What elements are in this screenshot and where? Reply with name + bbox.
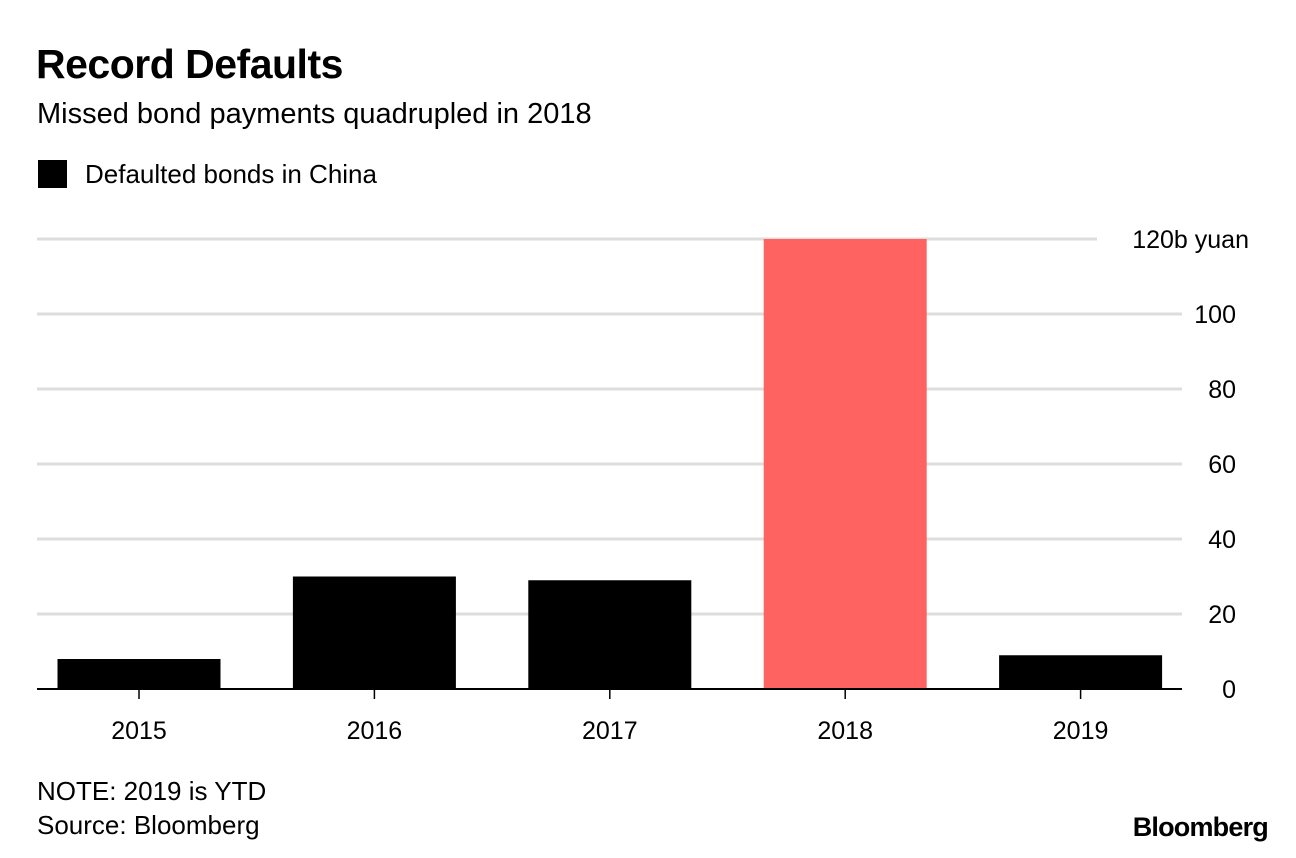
chart-title: Record Defaults bbox=[36, 41, 343, 87]
x-tick-label: 2017 bbox=[582, 717, 638, 745]
bar-2015 bbox=[57, 659, 221, 689]
x-tick-label: 2018 bbox=[817, 717, 873, 745]
legend-swatch bbox=[38, 160, 67, 188]
brand-logo: Bloomberg bbox=[1132, 812, 1269, 842]
y-tick-label: 60 bbox=[1208, 451, 1236, 479]
legend: Defaulted bonds in China bbox=[38, 157, 377, 191]
x-tick-label: 2019 bbox=[1053, 717, 1109, 745]
chart-source: Source: Bloomberg bbox=[37, 810, 260, 840]
legend-label: Defaulted bonds in China bbox=[85, 159, 377, 189]
chart-note: NOTE: 2019 is YTD bbox=[37, 776, 267, 806]
bar-2016 bbox=[292, 576, 456, 689]
y-tick-label: 80 bbox=[1208, 376, 1236, 404]
y-tick-label: 20 bbox=[1208, 601, 1236, 629]
y-tick-label: 100 bbox=[1194, 301, 1236, 329]
y-tick-label: 0 bbox=[1222, 676, 1236, 704]
x-tick-label: 2016 bbox=[347, 717, 403, 745]
chart-subtitle: Missed bond payments quadrupled in 2018 bbox=[37, 98, 592, 130]
bar-2017 bbox=[528, 580, 692, 689]
y-tick-label: 40 bbox=[1208, 526, 1236, 554]
bar-2019 bbox=[999, 655, 1163, 689]
x-tick-label: 2015 bbox=[111, 717, 167, 745]
bar-2018 bbox=[763, 239, 927, 689]
y-tick-label: 120b yuan bbox=[1132, 226, 1249, 254]
